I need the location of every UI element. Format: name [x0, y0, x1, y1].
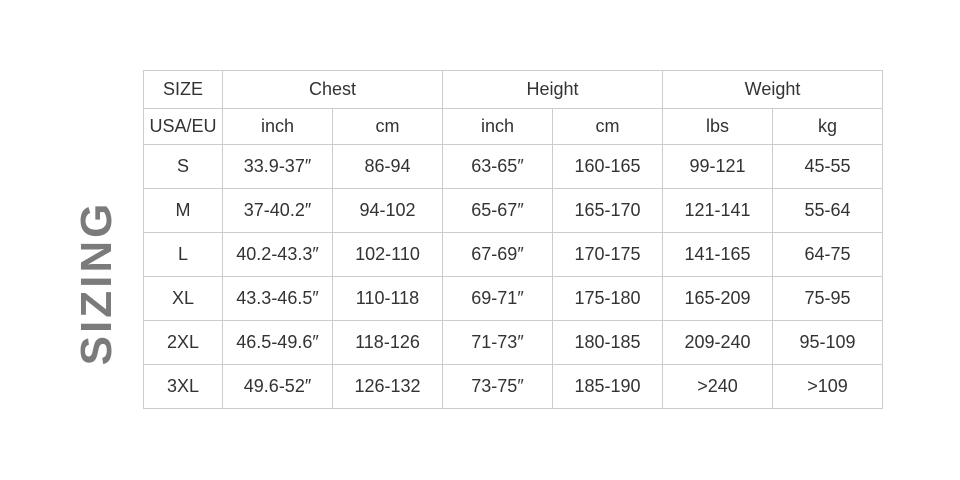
chest-cm-value: 102-110	[332, 232, 443, 277]
weight-lbs-value: 121-141	[662, 188, 773, 233]
page-title: SIZING	[72, 200, 121, 366]
table-row-xl: XL 43.3-46.5″ 110-118 69-71″ 175-180 165…	[143, 276, 884, 321]
height-inch-value: 63-65″	[442, 144, 553, 189]
chest-inch-value: 40.2-43.3″	[222, 232, 333, 277]
height-inch-value: 71-73″	[442, 320, 553, 365]
size-label: S	[143, 144, 223, 189]
height-cm-value: 160-165	[552, 144, 663, 189]
table-row-s: S 33.9-37″ 86-94 63-65″ 160-165 99-121 4…	[143, 144, 884, 189]
header-height-inch: inch	[442, 108, 553, 145]
weight-kg-value: 64-75	[771, 232, 884, 277]
chest-inch-value: 33.9-37″	[222, 144, 333, 189]
size-label: M	[143, 188, 223, 233]
header-weight-lbs: lbs	[662, 108, 773, 145]
table-row-m: M 37-40.2″ 94-102 65-67″ 165-170 121-141…	[143, 188, 884, 233]
header-size: SIZE	[143, 70, 223, 109]
weight-lbs-value: 99-121	[662, 144, 773, 189]
table-row-3xl: 3XL 49.6-52″ 126-132 73-75″ 185-190 >240…	[143, 364, 884, 409]
weight-lbs-value: 165-209	[662, 276, 773, 321]
chest-cm-value: 126-132	[332, 364, 443, 409]
vertical-page-title: SIZING	[72, 201, 122, 366]
header-height-cm: cm	[552, 108, 663, 145]
header-chest-inch: inch	[222, 108, 333, 145]
group-header-row: SIZE Chest Height Weight	[143, 70, 884, 109]
height-cm-value: 180-185	[552, 320, 663, 365]
height-cm-value: 185-190	[552, 364, 663, 409]
chest-cm-value: 110-118	[332, 276, 443, 321]
chest-cm-value: 86-94	[332, 144, 443, 189]
size-label: 3XL	[143, 364, 223, 409]
unit-header-row: USA/EU inch cm inch cm lbs kg	[143, 108, 884, 145]
height-inch-value: 67-69″	[442, 232, 553, 277]
header-weight: Weight	[661, 70, 884, 109]
chest-cm-value: 118-126	[332, 320, 443, 365]
weight-kg-value: >109	[771, 364, 884, 409]
header-weight-kg: kg	[771, 108, 884, 145]
weight-kg-value: 55-64	[771, 188, 884, 233]
chest-inch-value: 37-40.2″	[222, 188, 333, 233]
height-inch-value: 73-75″	[442, 364, 553, 409]
chest-inch-value: 49.6-52″	[222, 364, 333, 409]
chest-cm-value: 94-102	[332, 188, 443, 233]
height-cm-value: 165-170	[552, 188, 663, 233]
weight-lbs-value: 141-165	[662, 232, 773, 277]
weight-lbs-value: 209-240	[662, 320, 773, 365]
height-inch-value: 65-67″	[442, 188, 553, 233]
table-row-l: L 40.2-43.3″ 102-110 67-69″ 170-175 141-…	[143, 232, 884, 277]
chest-inch-value: 46.5-49.6″	[222, 320, 333, 365]
weight-kg-value: 45-55	[771, 144, 884, 189]
header-height: Height	[442, 70, 663, 109]
header-chest-cm: cm	[332, 108, 443, 145]
size-chart-table: SIZE Chest Height Weight USA/EU inch cm …	[143, 70, 884, 409]
header-chest: Chest	[222, 70, 443, 109]
size-label: L	[143, 232, 223, 277]
height-inch-value: 69-71″	[442, 276, 553, 321]
chest-inch-value: 43.3-46.5″	[222, 276, 333, 321]
size-label: 2XL	[143, 320, 223, 365]
header-usa-eu: USA/EU	[143, 108, 223, 145]
height-cm-value: 175-180	[552, 276, 663, 321]
table-row-2xl: 2XL 46.5-49.6″ 118-126 71-73″ 180-185 20…	[143, 320, 884, 365]
weight-kg-value: 75-95	[771, 276, 884, 321]
size-label: XL	[143, 276, 223, 321]
weight-lbs-value: >240	[662, 364, 773, 409]
height-cm-value: 170-175	[552, 232, 663, 277]
weight-kg-value: 95-109	[771, 320, 884, 365]
